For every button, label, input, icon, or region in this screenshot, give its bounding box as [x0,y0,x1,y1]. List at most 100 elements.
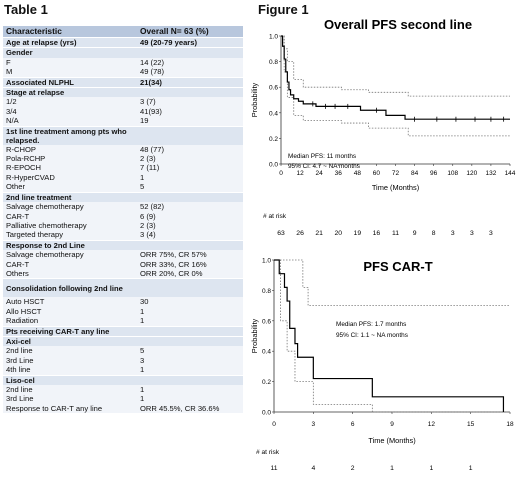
row-value [137,47,243,58]
km-charts: Overall PFS second line 0.0 0.2 0.4 0.6 0.8 1.… [250,17,516,472]
chart0-at-risk-count: 16 [373,230,381,237]
chart0-at-risk-count: 3 [470,230,474,237]
chart0-x-tick-label: 132 [485,170,496,177]
chart0-survival-curve [281,35,510,120]
row-value: 21(34) [137,76,243,88]
chart0-y-tick-label: 0.8 [269,59,278,66]
row-label: F [3,57,137,68]
chart1-x-tick-label: 9 [390,421,394,428]
row-value: 3 (7) [137,97,243,107]
row-label: 3rd Line [3,355,137,366]
row-value: 48 (77) [137,144,243,155]
table-row: Pts receiving CAR-T any line [3,325,243,337]
table-row: 3rd Line 3 [3,355,243,366]
chart1-y-tick-label: 0.4 [262,349,271,356]
chart0-at-risk-count: 8 [432,230,436,237]
chart0-y-tick-label: 0.6 [269,85,278,92]
table-row: Consolidation following 2nd line [3,278,243,298]
row-value [137,87,243,98]
row-label: R-CHOP [3,144,137,155]
row-label: 2nd line treatment [3,191,137,203]
figure-title: Figure 1 [258,2,309,17]
row-label: Pts receiving CAR-T any line [3,325,137,337]
row-label: CAR-T [3,211,137,221]
table-row: Targeted therapy 3 (4) [3,230,243,241]
chart1-annotation: Median PFS: 1.7 months [336,321,406,328]
table-row: Salvage chemotherapy ORR 75%, CR 57% [3,250,243,260]
row-value: ORR 45.5%, CR 36.6% [137,403,243,414]
chart0-x-axis-label: Time (Months) [372,183,419,192]
chart0-x-tick-label: 120 [466,170,477,177]
chart0-at-risk-count: 3 [451,230,455,237]
row-label: Auto HSCT [3,297,137,307]
chart1-at-risk-count: 1 [469,465,473,472]
row-value: 30 [137,297,243,307]
chart0-at-risk-count: 3 [489,230,493,237]
table-row: Auto HSCT 30 [3,297,243,307]
table-row: Other 5 [3,182,243,193]
chart1-at-risk-count: 1 [429,465,433,472]
row-label: CAR-T [3,259,137,269]
row-label: Palliative chemotherapy [3,220,137,231]
chart1-at-risk-count: 1 [390,465,394,472]
table-row: 2nd line 1 [3,385,243,395]
table-row: Associated NLPHL 21(34) [3,76,243,88]
table-row: Liso-cel [3,374,243,385]
chart0-ci-lower-line [281,35,510,137]
chart0-ci-upper-line [281,35,510,97]
row-label: Targeted therapy [3,230,137,241]
chart0-annotation: Median PFS: 11 months [288,153,356,160]
table-row: R-EPOCH 7 (11) [3,163,243,173]
table-row: CAR-T 6 (9) [3,211,243,221]
table-row: 4th line 1 [3,365,243,376]
row-label: Other [3,182,137,193]
row-label: N/A [3,116,137,127]
table-row: Others ORR 20%, CR 0% [3,268,243,279]
row-value: 3 [137,355,243,366]
row-value [137,191,243,203]
chart0-x-tick-label: 0 [279,170,283,177]
chart1-at-risk-count: 2 [351,465,355,472]
row-label: Associated NLPHL [3,76,137,88]
chart1-x-tick-label: 0 [272,421,276,428]
row-value: 49 (78) [137,67,243,78]
table-header-row: Characteristic Overall N= 63 (%) [3,26,243,38]
table-row: Stage at relapse [3,87,243,98]
table-row: Allo HSCT 1 [3,306,243,317]
row-value [137,335,243,347]
row-value: 2 (3) [137,154,243,164]
chart1-at-risk-label: # at risk [256,449,280,456]
chart1-y-axis-label: Probability [250,318,259,353]
row-label: Axi-cel [3,335,137,347]
table-row: Axi-cel [3,335,243,347]
chart1-annotation: 95% CI: 1.1 ~ NA months [336,332,408,339]
chart1-y-tick-label: 1.0 [262,258,271,265]
chart0-title: Overall PFS second line [324,17,472,32]
chart0-x-tick-label: 12 [296,170,304,177]
row-label: 3rd Line [3,394,137,404]
table-row: Palliative chemotherapy 2 (3) [3,220,243,231]
chart0-at-risk-count: 11 [392,230,399,237]
chart0-y-axis-label: Probability [250,82,259,117]
chart0-x-tick-label: 24 [316,170,324,177]
chart1-survival-curve [274,259,505,412]
chart0-x-tick-label: 96 [430,170,438,177]
chart0-y-tick-label: 0.2 [269,136,278,143]
chart0-at-risk-count: 26 [296,230,304,237]
row-value: 41(93) [137,106,243,117]
row-value: 19 [137,116,243,127]
table-row: R-HyperCVAD 1 [3,172,243,183]
row-label: 2nd line [3,385,137,395]
table-row: Radiation 1 [3,316,243,327]
row-label: Stage at relapse [3,87,137,98]
chart0-at-risk-count: 63 [277,230,285,237]
row-value: 6 (9) [137,211,243,221]
row-value: 5 [137,182,243,193]
chart1-y-tick-label: 0.0 [262,410,271,417]
row-label: 3/4 [3,106,137,117]
row-label: Radiation [3,316,137,327]
row-value [137,325,243,337]
row-value: 52 (82) [137,202,243,212]
row-value: 2 (3) [137,220,243,231]
row-value [137,239,243,251]
